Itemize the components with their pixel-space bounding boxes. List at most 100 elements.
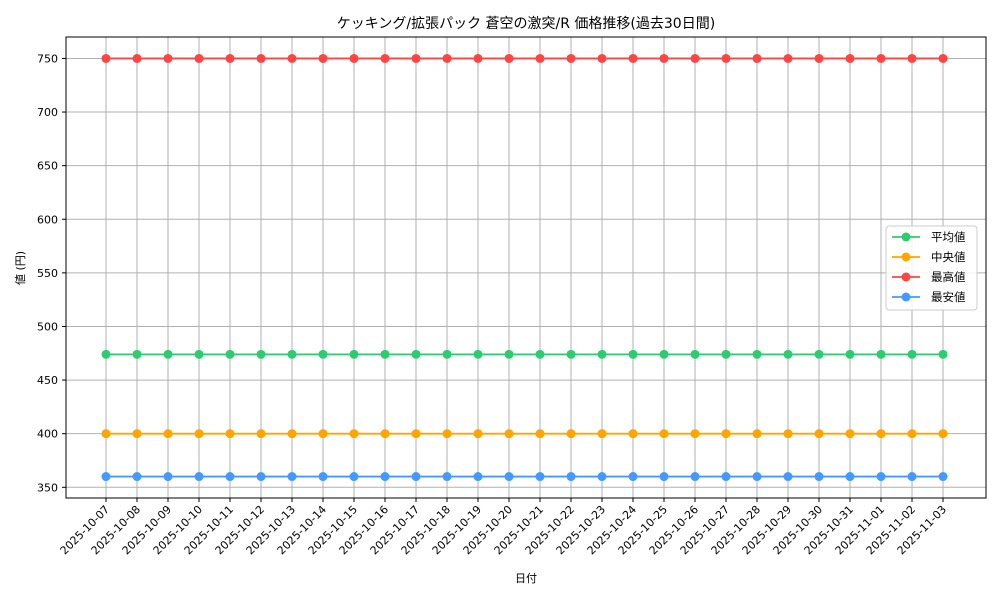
- data-point-marker: [876, 349, 886, 359]
- data-point-marker: [659, 429, 669, 439]
- y-tick-label: 750: [37, 52, 58, 65]
- data-series: [101, 53, 948, 482]
- legend-label: 平均値: [931, 230, 966, 244]
- data-point-marker: [566, 349, 576, 359]
- data-point-marker: [721, 53, 731, 63]
- data-point-marker: [411, 53, 421, 63]
- y-axis: 350 400 450 500 550 600 650 700 750: [37, 52, 66, 494]
- data-point-marker: [690, 472, 700, 482]
- data-point-marker: [287, 429, 297, 439]
- y-tick-label: 700: [37, 106, 58, 119]
- data-point-marker: [380, 349, 390, 359]
- data-point-marker: [163, 472, 173, 482]
- data-point-marker: [411, 429, 421, 439]
- data-point-marker: [628, 349, 638, 359]
- data-point-marker: [721, 472, 731, 482]
- data-point-marker: [163, 429, 173, 439]
- data-point-marker: [411, 472, 421, 482]
- data-point-marker: [380, 429, 390, 439]
- data-point-marker: [938, 429, 948, 439]
- data-point-marker: [318, 53, 328, 63]
- y-tick-label: 550: [37, 267, 58, 280]
- data-point-marker: [442, 429, 452, 439]
- data-point-marker: [535, 349, 545, 359]
- data-point-marker: [163, 53, 173, 63]
- y-tick-label: 450: [37, 374, 58, 387]
- chart-title: ケッキング/拡張パック 蒼空の激突/R 価格推移(過去30日間): [337, 15, 715, 32]
- legend-marker-icon: [901, 232, 911, 242]
- data-point-marker: [225, 472, 235, 482]
- data-point-marker: [473, 429, 483, 439]
- data-point-marker: [814, 53, 824, 63]
- data-point-marker: [380, 53, 390, 63]
- data-point-marker: [721, 429, 731, 439]
- data-point-marker: [752, 472, 762, 482]
- data-point-marker: [194, 349, 204, 359]
- data-point-marker: [504, 429, 514, 439]
- plot-frame: [65, 36, 987, 499]
- data-point-marker: [380, 472, 390, 482]
- data-point-marker: [287, 349, 297, 359]
- data-point-marker: [504, 53, 514, 63]
- legend-box: [885, 225, 978, 311]
- data-point-marker: [287, 53, 297, 63]
- data-point-marker: [504, 472, 514, 482]
- data-point-marker: [318, 472, 328, 482]
- data-point-marker: [349, 472, 359, 482]
- data-point-marker: [845, 53, 855, 63]
- series-3: [101, 472, 948, 482]
- data-point-marker: [256, 472, 266, 482]
- data-point-marker: [876, 472, 886, 482]
- data-point-marker: [473, 53, 483, 63]
- data-point-marker: [628, 53, 638, 63]
- data-point-marker: [907, 53, 917, 63]
- data-point-marker: [473, 349, 483, 359]
- data-point-marker: [566, 53, 576, 63]
- data-point-marker: [349, 53, 359, 63]
- data-point-marker: [194, 429, 204, 439]
- data-point-marker: [225, 429, 235, 439]
- data-point-marker: [349, 429, 359, 439]
- data-point-marker: [752, 429, 762, 439]
- data-point-marker: [690, 429, 700, 439]
- data-point-marker: [101, 472, 111, 482]
- data-point-marker: [659, 53, 669, 63]
- legend-marker-icon: [901, 272, 911, 282]
- data-point-marker: [597, 429, 607, 439]
- data-point-marker: [318, 349, 328, 359]
- data-point-marker: [163, 349, 173, 359]
- data-point-marker: [535, 53, 545, 63]
- data-point-marker: [628, 429, 638, 439]
- series-2: [101, 53, 948, 63]
- data-point-marker: [752, 349, 762, 359]
- legend-label: 最高値: [931, 270, 966, 284]
- legend-marker-icon: [901, 292, 911, 302]
- data-point-marker: [194, 53, 204, 63]
- data-point-marker: [473, 472, 483, 482]
- data-point-marker: [814, 429, 824, 439]
- data-point-marker: [783, 472, 793, 482]
- data-point-marker: [783, 53, 793, 63]
- series-0: [101, 349, 948, 359]
- data-point-marker: [845, 472, 855, 482]
- data-point-marker: [411, 349, 421, 359]
- data-point-marker: [814, 472, 824, 482]
- data-point-marker: [690, 349, 700, 359]
- x-axis-label: 日付: [515, 572, 537, 585]
- data-point-marker: [628, 472, 638, 482]
- data-point-marker: [101, 53, 111, 63]
- data-point-marker: [814, 349, 824, 359]
- data-point-marker: [132, 429, 142, 439]
- data-point-marker: [938, 472, 948, 482]
- y-tick-label: 400: [37, 428, 58, 441]
- data-point-marker: [132, 472, 142, 482]
- data-point-marker: [659, 349, 669, 359]
- data-point-marker: [566, 429, 576, 439]
- data-point-marker: [659, 472, 669, 482]
- data-point-marker: [907, 349, 917, 359]
- data-point-marker: [132, 53, 142, 63]
- data-point-marker: [938, 53, 948, 63]
